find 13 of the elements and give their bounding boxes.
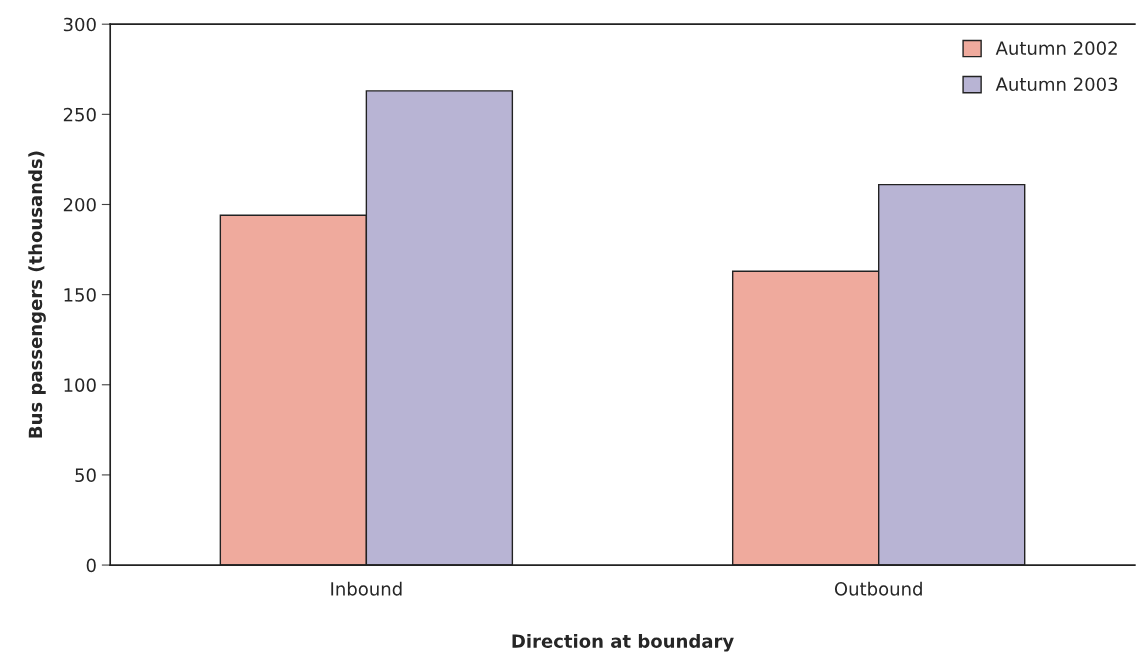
y-tick-label: 300 xyxy=(63,17,96,32)
y-tick-label: 100 xyxy=(64,378,96,392)
legend-label: Autumn 2003 xyxy=(995,77,1118,92)
y-axis-title: Bus passengers (thousands) xyxy=(28,151,46,438)
legend-label: Autumn 2002 xyxy=(995,41,1117,55)
x-axis-title: Direction at boundary xyxy=(512,633,734,652)
y-tick-label: 50 xyxy=(75,468,96,483)
x-tick-label: Outbound xyxy=(834,581,922,596)
y-tick-label: 250 xyxy=(63,107,96,122)
x-tick-label: Inbound xyxy=(331,581,402,596)
y-tick-label: 0 xyxy=(86,558,96,573)
y-tick-label: 150 xyxy=(64,288,96,302)
y-tick-label: 200 xyxy=(63,197,96,212)
